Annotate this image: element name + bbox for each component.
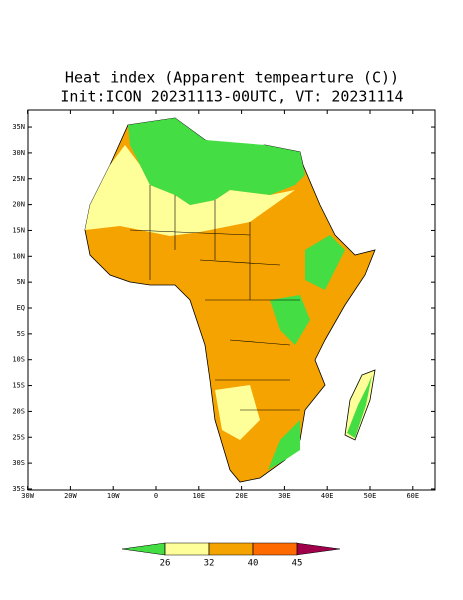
lat-tick-label: EQ	[17, 304, 25, 312]
colorbar-label: 26	[160, 559, 171, 569]
colorbar-segment	[208, 542, 254, 556]
lon-tick-label: 20W	[64, 492, 77, 500]
lon-tick-label: 40E	[321, 492, 334, 500]
yellow-south	[215, 385, 260, 440]
lon-tick-label: 50E	[364, 492, 377, 500]
green-north	[128, 118, 305, 205]
madagascar-green	[347, 375, 372, 438]
lat-tick-label: 25S	[12, 433, 25, 441]
map	[27, 109, 436, 491]
green-south	[268, 420, 300, 470]
lon-tick-label: 0	[154, 492, 158, 500]
lon-tick-label: 10W	[107, 492, 120, 500]
lat-tick-label: 10S	[12, 356, 25, 364]
borders	[129, 185, 300, 411]
green-central	[270, 295, 310, 345]
colorbar-label: 45	[292, 559, 303, 569]
lat-tick-label: 5S	[17, 330, 25, 338]
lat-tick-label: 10N	[12, 252, 25, 260]
colorbar-segment	[252, 542, 298, 556]
lat-tick-label: 35S	[12, 485, 25, 493]
lat-tick-label: 15S	[12, 382, 25, 390]
lon-tick-label: 30E	[278, 492, 291, 500]
colorbar-label: 32	[204, 559, 215, 569]
title: Heat index (Apparent tempearture (C))	[65, 69, 399, 87]
lon-tick-label: 20E	[235, 492, 248, 500]
lat-tick-label: 35N	[12, 123, 25, 131]
lat-tick-label: 20S	[12, 407, 25, 415]
lon-tick-label: 60E	[406, 492, 419, 500]
subtitle: Init:ICON 20231113-00UTC, VT: 20231114	[60, 88, 403, 106]
green-east	[305, 235, 345, 290]
lat-tick-label: 25N	[12, 175, 25, 183]
lat-tick-label: 30S	[12, 459, 25, 467]
colorbar-segment	[164, 542, 210, 556]
colorbar-low	[121, 542, 166, 556]
yellow-zone	[85, 145, 295, 236]
lat-tick-label: 30N	[12, 149, 25, 157]
colorbar-label: 40	[248, 559, 259, 569]
lat-tick-label: 15N	[12, 226, 25, 234]
colorbar-high	[295, 542, 341, 556]
lon-tick-label: 10E	[192, 492, 205, 500]
lon-tick-label: 30W	[21, 492, 34, 500]
map-frame	[27, 109, 436, 491]
lat-tick-label: 20N	[12, 201, 25, 209]
lat-tick-label: 5N	[17, 278, 25, 286]
